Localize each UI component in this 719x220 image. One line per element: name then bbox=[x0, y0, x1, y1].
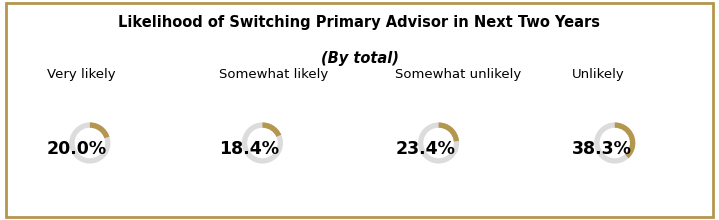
Wedge shape bbox=[418, 122, 459, 164]
Text: 38.3%: 38.3% bbox=[572, 140, 631, 158]
Wedge shape bbox=[69, 122, 111, 164]
Wedge shape bbox=[90, 122, 109, 138]
Wedge shape bbox=[439, 122, 459, 141]
Text: 23.4%: 23.4% bbox=[395, 140, 455, 158]
Text: 20.0%: 20.0% bbox=[47, 140, 106, 158]
Text: 18.4%: 18.4% bbox=[219, 140, 279, 158]
Text: Very likely: Very likely bbox=[47, 68, 115, 81]
Text: Somewhat likely: Somewhat likely bbox=[219, 68, 329, 81]
Text: Somewhat unlikely: Somewhat unlikely bbox=[395, 68, 522, 81]
Wedge shape bbox=[262, 122, 281, 137]
Text: Likelihood of Switching Primary Advisor in Next Two Years: Likelihood of Switching Primary Advisor … bbox=[119, 15, 600, 30]
Wedge shape bbox=[242, 122, 283, 164]
Wedge shape bbox=[594, 122, 636, 164]
Wedge shape bbox=[615, 122, 636, 158]
Text: (By total): (By total) bbox=[321, 51, 398, 66]
Text: Unlikely: Unlikely bbox=[572, 68, 624, 81]
